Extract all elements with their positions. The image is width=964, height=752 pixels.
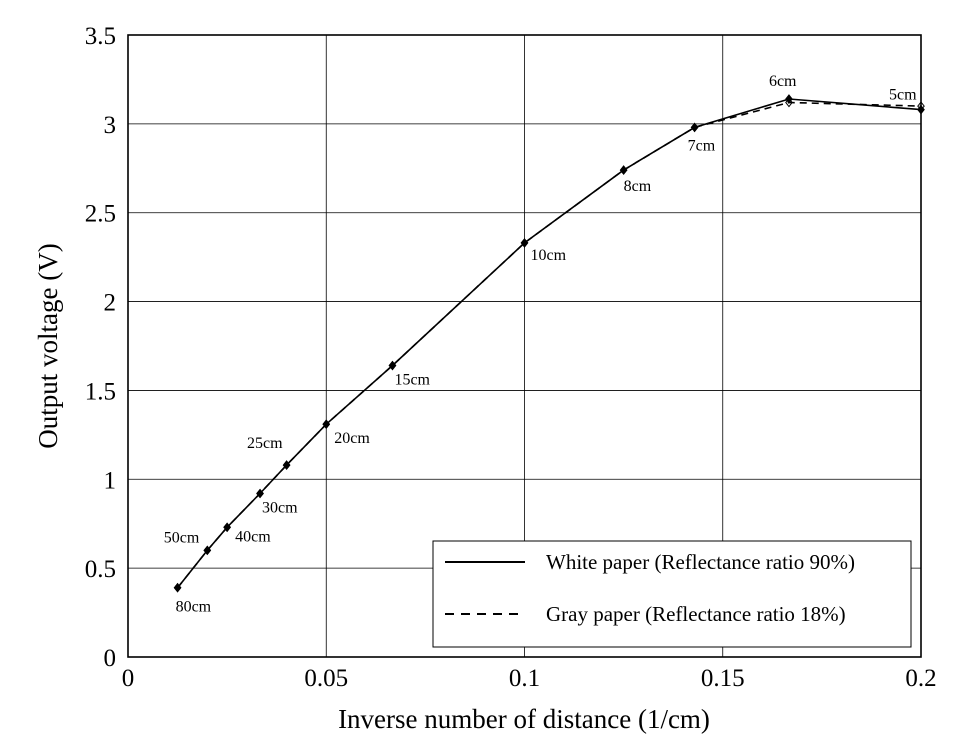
point-label: 50cm [164,529,200,546]
point-label: 8cm [624,178,652,195]
legend: White paper (Reflectance ratio 90%) Gray… [432,540,912,648]
point-label: 25cm [247,435,283,452]
x-tick-label: 0.05 [304,665,348,692]
x-tick-label: 0.2 [905,665,936,692]
data-point-gray [388,360,397,371]
x-tick-label: 0.15 [701,665,745,692]
point-label: 20cm [334,430,370,447]
point-label: 6cm [769,73,797,90]
data-point-gray [173,582,182,593]
x-axis-title: Inverse number of distance (1/cm) [338,704,710,734]
data-point-gray [322,419,331,429]
y-tick-label: 0 [104,645,117,672]
series-line-gray-paper [176,101,922,589]
data-point-gray [690,122,699,133]
y-tick-label: 3.5 [85,23,116,50]
data-point-gray [256,488,264,499]
markers [173,94,925,593]
legend-label-white: White paper (Reflectance ratio 90%) [546,550,855,574]
point-label: 40cm [235,528,271,545]
data-point-gray [520,238,529,248]
legend-box [432,540,912,648]
point-label: 10cm [531,247,567,264]
y-tick-label: 1 [104,467,117,494]
point-label: 15cm [394,372,430,389]
y-tick-label: 1.5 [85,378,116,405]
y-tick-label: 2 [104,290,117,317]
x-tick-label: 0.1 [509,665,540,692]
tick-labels: 0 0.05 0.1 0.15 0.2 0 0.5 1 1.5 2 2.5 3 3.5 [85,23,937,692]
point-label: 7cm [688,137,716,154]
point-label: 80cm [176,599,212,616]
x-tick-label: 0 [122,665,135,692]
legend-label-gray: Gray paper (Reflectance ratio 18%) [546,602,846,626]
y-axis-title: Output voltage (V) [33,243,63,448]
point-label: 30cm [262,500,298,517]
data-point-gray [619,165,628,175]
series [176,98,922,589]
y-tick-label: 2.5 [85,201,116,228]
data-point-gray [785,97,793,108]
point-label: 5cm [889,87,917,104]
y-tick-label: 0.5 [85,556,116,583]
point-labels: 80cm 50cm 40cm 30cm 25cm 20cm 15cm 10cm 8cm 7cm 6c… [164,73,917,616]
y-tick-label: 3 [104,112,117,139]
data-point-gray [203,545,212,556]
data-point-gray [282,460,291,470]
plot-frame [127,34,922,658]
data-point-gray [223,522,231,533]
